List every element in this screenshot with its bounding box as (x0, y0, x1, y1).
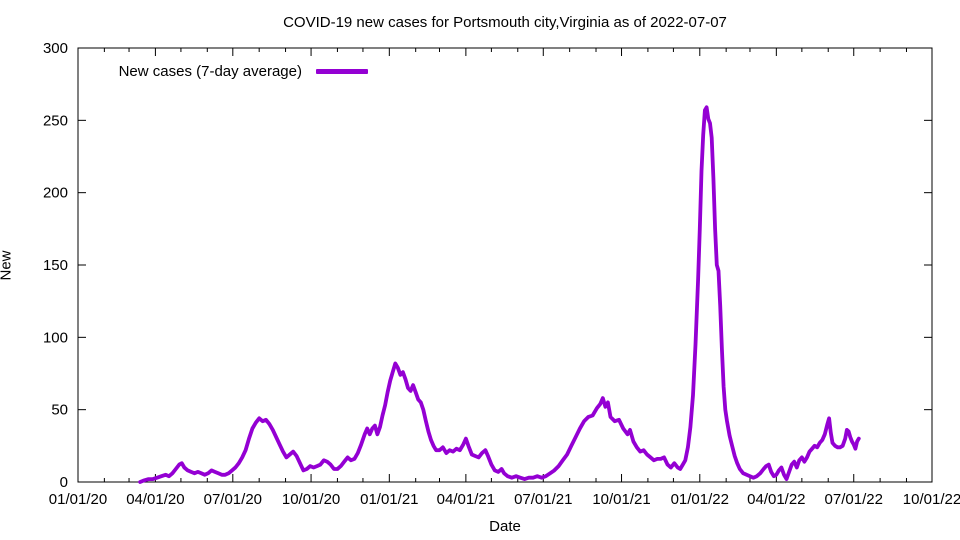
legend: New cases (7-day average) (0, 62, 368, 80)
x-tick-label: 04/01/20 (126, 491, 184, 508)
y-tick-label: 200 (43, 185, 68, 202)
x-tick-label: 01/01/21 (360, 491, 418, 508)
y-tick-label: 250 (43, 112, 68, 129)
y-tick-label: 0 (60, 474, 68, 491)
x-tick-label: 04/01/21 (437, 491, 495, 508)
legend-line-swatch (316, 68, 368, 74)
chart-title: COVID-19 new cases for Portsmouth city,V… (283, 14, 727, 31)
y-tick-label: 150 (43, 257, 68, 274)
series-line-new-cases (138, 105, 861, 484)
x-tick-label: 07/01/22 (825, 491, 883, 508)
y-tick-label: 300 (43, 40, 68, 57)
y-tick-label: 50 (51, 402, 68, 419)
x-tick-label: 10/01/21 (592, 491, 650, 508)
x-tick-label: 10/01/22 (903, 491, 960, 508)
x-tick-label: 04/01/22 (747, 491, 805, 508)
plot-border (77, 47, 933, 483)
x-axis-label: Date (489, 518, 521, 535)
x-tick-label: 07/01/20 (204, 491, 262, 508)
x-tick-label: 07/01/21 (514, 491, 572, 508)
legend-label: New cases (7-day average) (118, 62, 302, 80)
y-tick-label: 100 (43, 329, 68, 346)
x-tick-label: 01/01/20 (49, 491, 107, 508)
x-tick-label: 01/01/22 (671, 491, 729, 508)
x-tick-label: 10/01/20 (282, 491, 340, 508)
